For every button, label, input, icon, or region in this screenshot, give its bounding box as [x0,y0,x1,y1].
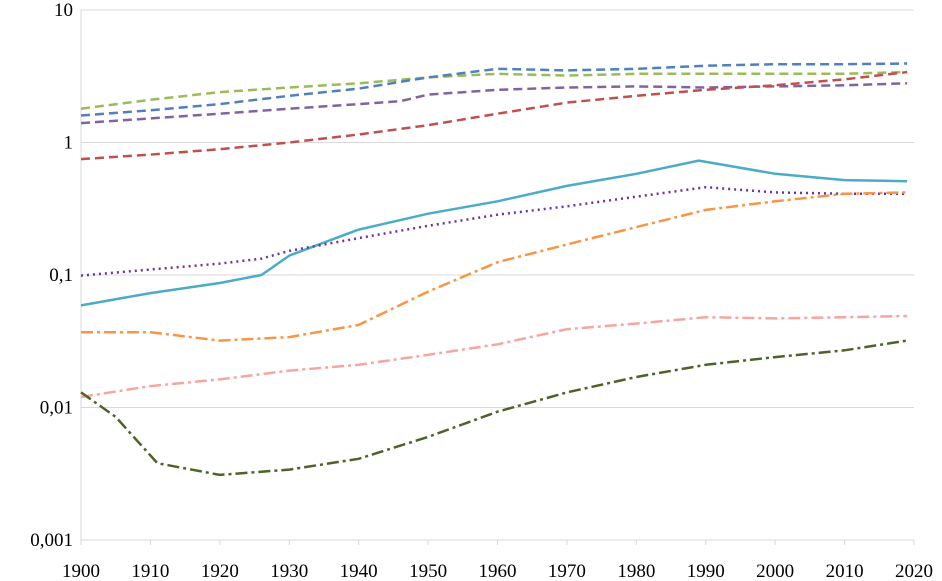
x-tick-label: 2010 [826,561,864,581]
x-tick-label: 1990 [687,561,725,581]
y-tick-label: 0,001 [30,530,73,551]
y-tick-label: 0,01 [40,398,73,419]
axes [80,10,915,545]
series-purple-dashed [80,82,908,125]
x-tick-label: 1930 [270,561,308,581]
x-tick-label: 2000 [756,561,794,581]
x-tick-label: 1910 [131,561,169,581]
y-tick-label: 10 [54,0,73,21]
x-tick-label: 1920 [201,561,239,581]
y-tick-label: 1 [64,133,74,154]
series-teal-solid [80,159,908,307]
x-tick-label: 1900 [62,561,100,581]
x-tick-label: 1980 [617,561,655,581]
x-tick-label: 1970 [548,561,586,581]
y-tick-label: 0,1 [49,265,73,286]
y-tick-labels: 0,001 0,01 0,1 1 10 [30,0,73,551]
x-tick-label: 2020 [895,561,933,581]
x-tick-label: 1950 [409,561,447,581]
gridlines [81,9,914,541]
x-tick-labels: 1900 1910 1920 1930 1940 1950 1960 1970 1980 1990… [62,561,933,581]
series-olive-dashdot [80,339,908,477]
series-lines [80,62,908,477]
series-pink-dashdot [80,314,908,399]
series-orange-dashdot [81,191,908,342]
x-tick-label: 1940 [340,561,378,581]
x-tick-label: 1960 [479,561,517,581]
series-red-dashed [80,70,908,161]
